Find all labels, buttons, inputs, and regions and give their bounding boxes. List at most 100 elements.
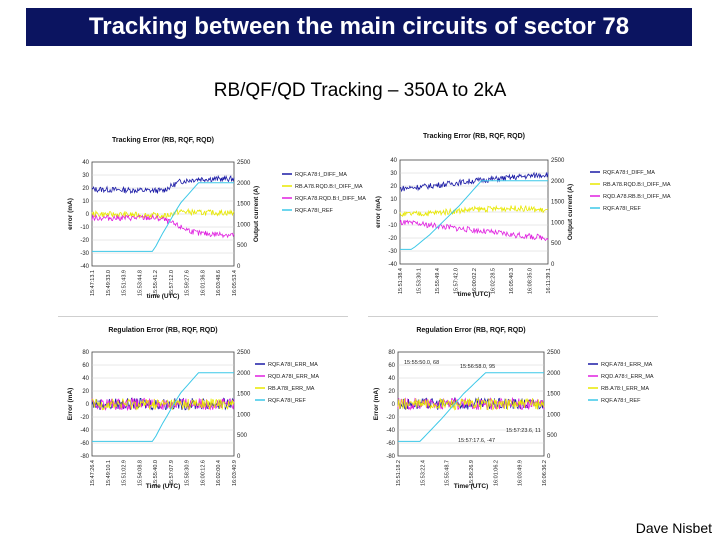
chart-0-y2tick-label: 1500 — [237, 202, 251, 208]
chart-0-ytick-label: 0 — [86, 212, 90, 218]
chart-3-legend-label: RQF.A78:I_ERR_MA — [601, 362, 653, 368]
chart-0-xtick-label: 15:51:43.9 — [122, 270, 128, 296]
chart-0-y2label: Output current (A) — [253, 186, 260, 242]
chart-2-xlabel: Time (UTC) — [146, 483, 181, 490]
chart-3-y2tick-label: 2000 — [547, 371, 561, 377]
chart-1-y2tick-label: 2000 — [551, 179, 565, 185]
chart-3-series-2-line — [397, 397, 545, 411]
chart-2-ylabel: Error (mA) — [67, 388, 74, 421]
chart-0-series-3-line — [92, 182, 234, 252]
chart-0-xtick-label: 15:59:27.6 — [185, 270, 191, 296]
chart-3-xtick-label: 15:55:48.7 — [445, 460, 451, 486]
chart-3-legend-label: RQD.A78:I_ERR_MA — [601, 374, 654, 380]
author-name: Dave Nisbet — [635, 520, 712, 536]
chart-0-ytick-label: -40 — [80, 264, 89, 270]
chart-1-y2tick-label: 1500 — [551, 200, 565, 206]
chart-3-y2tick-label: 0 — [547, 454, 551, 460]
chart-2-legend-label: RQF.A78I_REF — [268, 398, 307, 404]
chart-1-y2tick-label: 2500 — [551, 158, 565, 164]
chart-0-ytick-label: -30 — [80, 251, 89, 257]
chart-3-annotation: 15:57:17.6, -47 — [458, 438, 495, 444]
chart-3-title: Regulation Error (RB, RQF, RQD) — [416, 327, 525, 334]
chart-1-xtick-label: 15:51:38.4 — [398, 268, 404, 294]
slide-subtitle: RB/QF/QD Tracking – 350A to 2kA — [213, 80, 507, 101]
separator-left — [58, 316, 348, 317]
chart-3-y2tick-label: 1500 — [547, 392, 561, 398]
chart-1-ytick-label: -40 — [388, 262, 397, 268]
chart-3-annotation: 15:57:23.6, 11 — [506, 428, 541, 434]
chart-2-ytick-label: 80 — [82, 350, 89, 356]
chart-2-y2tick-label: 1500 — [237, 392, 251, 398]
chart-3-y2tick-label: 1000 — [547, 412, 561, 418]
chart-3-ytick-label: -60 — [386, 441, 395, 447]
chart-2-ytick-label: -60 — [80, 441, 89, 447]
chart-0-series-2-line — [91, 213, 235, 239]
chart-0-y2tick-label: 2500 — [237, 160, 251, 166]
chart-0-y2tick-label: 1000 — [237, 222, 251, 228]
chart-0-xtick-label: 16:03:48.6 — [216, 270, 222, 296]
chart-3-xtick-label: 15:53:22.4 — [420, 460, 426, 486]
chart-2-xtick-label: 15:54:08.8 — [137, 460, 143, 486]
chart-3-y2tick-label: 2500 — [547, 350, 561, 356]
chart-0-xtick-label: 16:01:36.8 — [200, 270, 206, 296]
chart-1-xtick-label: 15:53:30.1 — [417, 268, 423, 294]
chart-1-ytick-label: 10 — [390, 197, 397, 203]
chart-1-series-1-line — [399, 204, 549, 218]
chart-3-ytick-label: 20 — [388, 389, 395, 395]
chart-1-ytick-label: 30 — [390, 171, 397, 177]
chart-1-ytick-label: -10 — [388, 223, 397, 229]
chart-0-y2tick-label: 500 — [237, 243, 248, 249]
chart-0-xtick-label: 15:57:12.0 — [169, 270, 175, 296]
chart-1-title: Tracking Error (RB, RQF, RQD) — [423, 133, 525, 140]
chart-3-ytick-label: 0 — [392, 402, 396, 408]
chart-0-series-1-line — [91, 207, 235, 220]
chart-0-xlabel: time (UTC) — [147, 293, 180, 300]
chart-2-xtick-label: 15:51:02.9 — [122, 460, 128, 486]
chart-2-ytick-label: -80 — [80, 454, 89, 460]
chart-2-series-1-line — [91, 397, 235, 412]
chart-2-title: Regulation Error (RB, RQF, RQD) — [108, 327, 217, 334]
chart-2-series-2-line — [91, 398, 235, 411]
chart-2-y2tick-label: 2500 — [237, 350, 251, 356]
chart-2-ytick-label: 0 — [86, 402, 90, 408]
chart-2-y2tick-label: 0 — [237, 454, 241, 460]
chart-1-series-3-line — [400, 180, 548, 250]
chart-3-xtick-label: 16:03:49.9 — [518, 460, 524, 486]
chart-1-ytick-label: 40 — [390, 158, 397, 164]
chart-0-legend-label: RQF.A78I_REF — [295, 208, 334, 214]
chart-1-xtick-label: 16:11:39.1 — [546, 268, 552, 294]
chart-2-y2tick-label: 2000 — [237, 371, 251, 377]
chart-3-xtick-label: 15:51:18.2 — [396, 460, 402, 486]
chart-3-xtick-label: 16:01:06.2 — [493, 460, 499, 486]
chart-0-xtick-label: 15:55:41.2 — [153, 270, 159, 296]
chart-1-ytick-label: 20 — [390, 184, 397, 190]
chart-1-series-2-line — [399, 219, 549, 242]
chart-0-xtick-label: 15:49:33.0 — [106, 270, 112, 296]
chart-0-ytick-label: -20 — [80, 238, 89, 244]
chart-0-xtick-label: 15:47:13.1 — [90, 270, 96, 296]
chart-2-xtick-label: 16:00:12.6 — [200, 460, 206, 486]
chart-3-ytick-label: -80 — [386, 454, 395, 460]
chart-2-y2tick-label: 500 — [237, 433, 248, 439]
chart-3-annotation: 15:56:58.0, 95 — [460, 364, 495, 370]
chart-1-legend-label: RQD.A78.RB.B:I_DIFF_MA — [603, 194, 671, 200]
chart-1-legend-label: RB.A78.RQD.B:I_DIFF_MA — [603, 182, 671, 188]
chart-1-legend-label: RQF.A78:I_DIFF_MA — [603, 170, 655, 176]
chart-0-y2tick-label: 2000 — [237, 181, 251, 187]
chart-2-legend-label: RQD.A78I_ERR_MA — [268, 374, 319, 380]
chart-2-xtick-label: 15:49:10.1 — [106, 460, 112, 486]
chart-1-xtick-label: 16:05:40.3 — [509, 268, 515, 294]
chart-3-ylabel: Error (mA) — [373, 388, 380, 421]
chart-2-xtick-label: 15:57:07.9 — [169, 460, 175, 486]
chart-1-y2tick-label: 500 — [551, 241, 562, 247]
chart-3-ytick-label: -40 — [386, 428, 395, 434]
chart-2-ytick-label: 40 — [82, 376, 89, 382]
chart-0-ytick-label: 20 — [82, 186, 89, 192]
chart-2-ytick-label: 60 — [82, 363, 89, 369]
chart-2-ytick-label: -20 — [80, 415, 89, 421]
chart-2-ytick-label: -40 — [80, 428, 89, 434]
chart-2-xtick-label: 15:58:30.9 — [185, 460, 191, 486]
chart-2-legend-label: RQF.A78I_ERR_MA — [268, 362, 318, 368]
chart-0-legend-label: RQF.A78.RQD.B:I_DIFF_MA — [295, 196, 366, 202]
